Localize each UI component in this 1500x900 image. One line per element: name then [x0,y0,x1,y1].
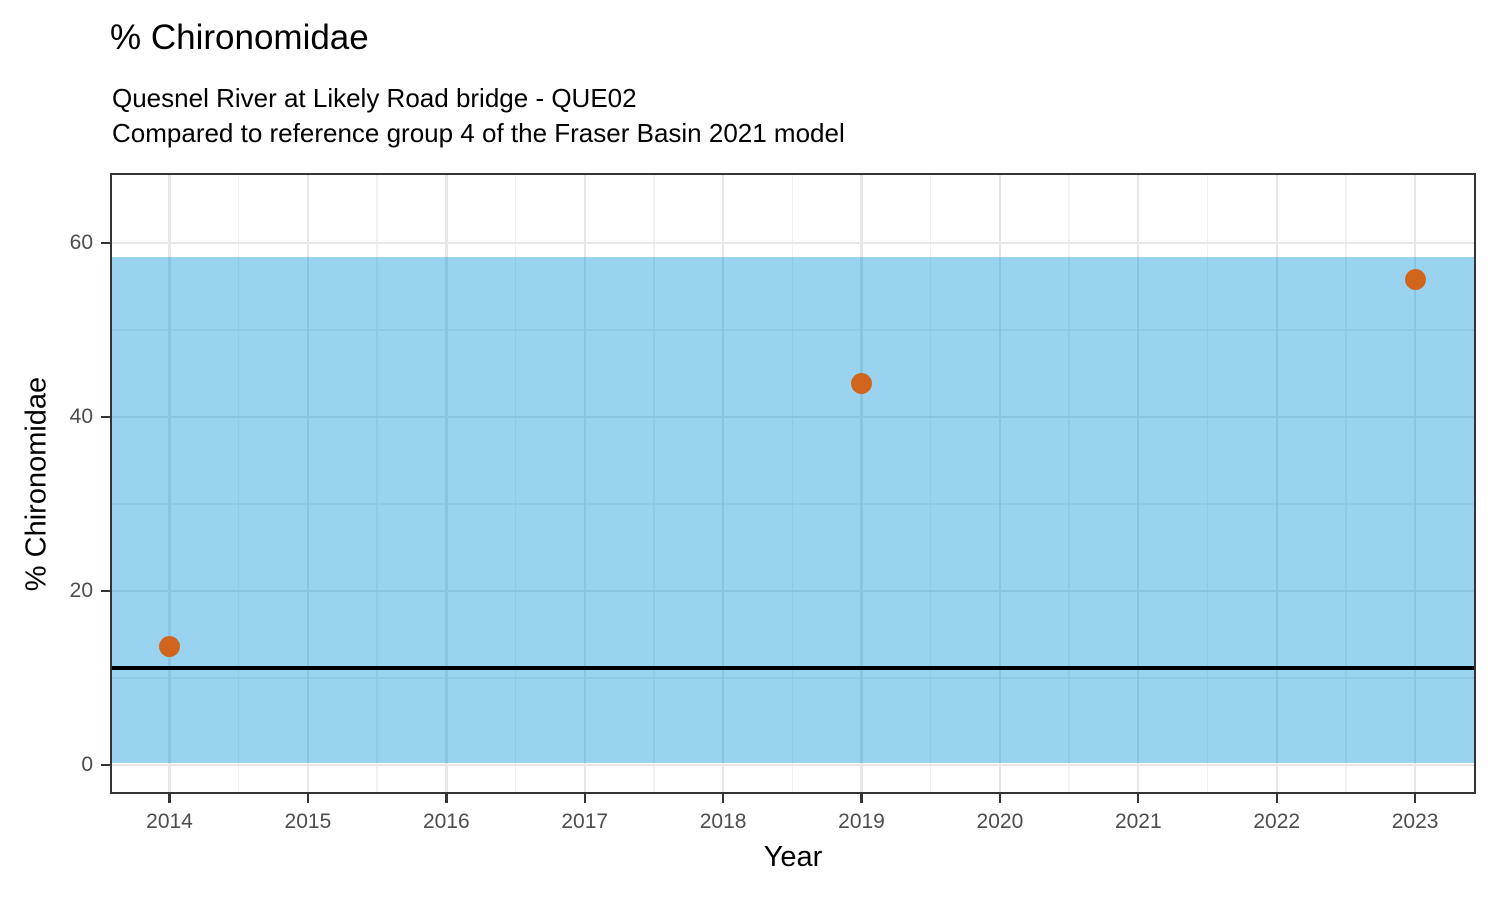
x-tick [583,794,586,803]
x-tick-label: 2018 [699,810,747,833]
grid-minor-x [1206,173,1209,794]
grid-major-x [306,173,310,794]
y-tick-label: 20 [69,578,93,602]
data-point [851,372,872,394]
grid-minor-x [514,173,517,794]
grid-major-x [1275,173,1278,794]
y-tick-label: 0 [81,752,93,776]
x-tick [168,794,171,803]
grid-minor-y [110,329,1476,331]
grid-minor-x [653,173,655,794]
y-tick [101,415,110,419]
reference-band [110,256,1476,764]
y-tick [101,241,110,245]
x-tick-label: 2014 [146,810,193,833]
grid-minor-x [376,173,378,794]
plot-panel [110,173,1476,794]
x-tick-label: 2023 [1391,810,1439,833]
reference-line [110,666,1476,671]
grid-minor-y [110,677,1476,679]
x-tick-label: 2021 [1114,810,1162,833]
x-tick [1137,794,1140,803]
grid-minor-x [238,173,240,794]
data-point [1404,269,1426,291]
grid-major-y [110,241,1476,245]
grid-minor-x [791,173,793,794]
x-tick [1275,794,1278,803]
grid-major-x [583,173,586,794]
grid-major-x [1413,173,1417,794]
x-axis-title: Year [763,841,823,873]
chart-title: % Chironomidae [110,18,369,57]
grid-minor-x [1345,173,1347,794]
y-tick [101,763,110,767]
grid-minor-y [110,503,1476,505]
x-tick [445,794,448,803]
data-point [159,636,180,658]
grid-minor-x [1068,173,1070,794]
x-tick [1413,794,1417,803]
x-tick-label: 2020 [976,810,1024,833]
x-tick-label: 2022 [1253,810,1301,833]
x-tick [306,794,310,803]
x-tick-label: 2016 [422,810,470,833]
grid-major-y [110,763,1476,767]
x-tick [721,794,725,803]
chart-subtitle-line-2: Compared to reference group 4 of the Fra… [112,118,845,148]
y-tick-label: 40 [69,404,93,428]
grid-major-y [110,589,1476,593]
x-tick-label: 2017 [561,810,609,833]
grid-major-x [998,173,1002,794]
x-tick [860,794,863,803]
grid-major-x [1137,173,1140,794]
x-tick-label: 2019 [838,810,885,833]
grid-major-x [721,173,725,794]
grid-major-x [860,173,863,794]
grid-major-x [445,173,448,794]
y-tick-label: 60 [69,231,93,254]
x-tick-label: 2015 [284,810,332,833]
grid-major-y [110,415,1476,419]
x-tick [998,794,1002,803]
grid-major-x [168,173,171,794]
grid-minor-x [930,173,932,794]
chart-subtitle-line-1: Quesnel River at Likely Road bridge - QU… [112,83,637,113]
y-tick [101,589,110,593]
